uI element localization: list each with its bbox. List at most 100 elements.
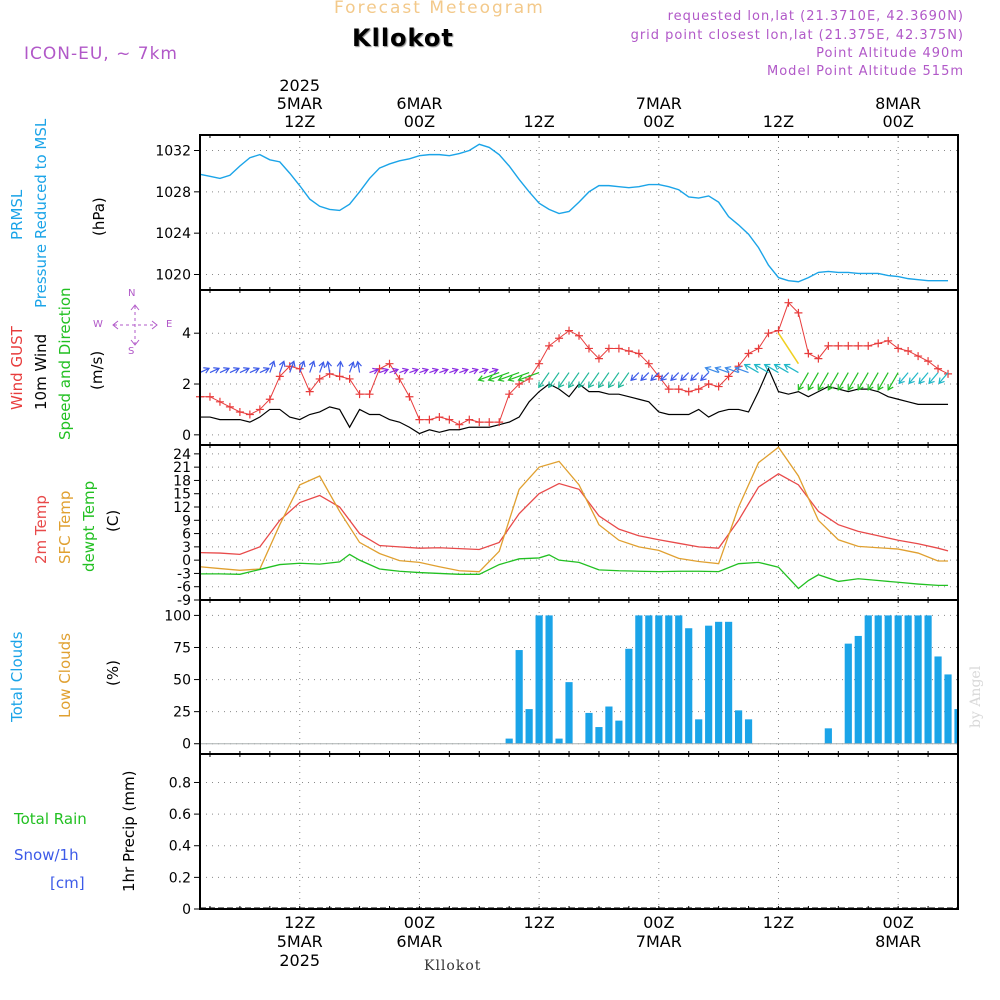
panel-frame bbox=[199, 289, 959, 446]
wind-dir-arrow bbox=[518, 372, 540, 381]
wind-dir-arrow bbox=[630, 372, 640, 381]
wind-dir-arrow bbox=[239, 367, 250, 374]
wind-dir-arrow bbox=[419, 368, 429, 374]
y-tick-label: 21 bbox=[173, 460, 191, 476]
y-tick-label: 0 bbox=[182, 428, 191, 444]
cloud-bar bbox=[894, 615, 902, 744]
cloud-bar bbox=[545, 615, 553, 744]
time-label-bottom: 12Z bbox=[284, 913, 315, 932]
time-label-bottom: 12Z bbox=[523, 913, 554, 932]
cloud-bar bbox=[874, 615, 882, 744]
gust-point bbox=[465, 415, 474, 424]
wind-dir-arrow bbox=[429, 368, 439, 374]
y-tick-label: 15 bbox=[173, 487, 191, 503]
time-label-top: 00Z bbox=[882, 112, 913, 131]
y-tick-label: 4 bbox=[182, 326, 191, 342]
time-label-bottom: 8MAR bbox=[875, 932, 921, 951]
y-tick-label: -6 bbox=[177, 580, 191, 596]
gust-point bbox=[495, 418, 504, 427]
gust-point bbox=[724, 372, 733, 381]
y-tick-label: 2 bbox=[182, 377, 191, 393]
gust-point bbox=[714, 382, 723, 391]
gust-point bbox=[515, 380, 524, 389]
wind-dir-arrow bbox=[817, 372, 829, 391]
wind-dir-arrow bbox=[299, 361, 305, 373]
gust-point bbox=[535, 359, 544, 368]
gust-point bbox=[475, 418, 484, 427]
gust-point bbox=[545, 341, 554, 350]
grid-point-coords: grid point closest lon,lat (21.375E, 42.… bbox=[630, 28, 964, 43]
wind-dir-arrowhead bbox=[817, 384, 824, 391]
dewpt-line bbox=[200, 553, 949, 590]
y-tick-label: 1032 bbox=[155, 144, 191, 160]
wind-dir-arrow bbox=[660, 372, 670, 381]
wind-dir-arrowhead bbox=[348, 361, 356, 369]
cloud-bar bbox=[904, 615, 912, 744]
wind-dir-arrow bbox=[357, 361, 361, 373]
gust-point bbox=[834, 341, 843, 350]
gust-point bbox=[565, 326, 574, 335]
wind-dir-arrowhead bbox=[298, 360, 306, 368]
gust-point bbox=[555, 334, 564, 343]
gust-point bbox=[604, 344, 613, 353]
wind-dir-arrow bbox=[508, 372, 530, 381]
time-label-top: 7MAR bbox=[636, 94, 682, 113]
wind-dir-arrow bbox=[478, 372, 500, 381]
wind-dir-arrowhead bbox=[898, 377, 905, 385]
y-tick-label: 12 bbox=[173, 500, 191, 516]
cloud-bar bbox=[824, 728, 832, 744]
pressure-line bbox=[199, 143, 949, 283]
gust-point bbox=[265, 395, 274, 404]
wind-dir-arrowhead bbox=[847, 384, 854, 391]
wind-dir-arrow bbox=[918, 372, 929, 384]
wind-dir-arrow bbox=[319, 362, 325, 373]
wind-dir-arrowhead bbox=[308, 360, 316, 368]
cloud-bar bbox=[705, 625, 713, 744]
wind-dir-arrowhead bbox=[402, 367, 410, 375]
wind-dir-arrow bbox=[690, 372, 700, 381]
gust-point bbox=[904, 346, 913, 355]
wind-dir-arrow bbox=[479, 368, 488, 374]
wind-dir-arrow bbox=[705, 367, 719, 374]
wind-dir-arrow bbox=[369, 368, 379, 374]
wind-dir-arrow bbox=[538, 372, 550, 388]
wind-dir-arrowhead bbox=[877, 384, 884, 391]
wind-dir-arrow bbox=[670, 372, 680, 381]
y-tick-label: 50 bbox=[173, 673, 191, 689]
wind-dir-arrowhead bbox=[243, 367, 251, 374]
cloud-bar bbox=[854, 635, 862, 744]
wind-dir-arrowhead bbox=[451, 367, 459, 375]
gust-point bbox=[644, 359, 653, 368]
gust-point bbox=[335, 372, 344, 381]
cloud-bar bbox=[555, 738, 563, 744]
wind-dir-arrowhead bbox=[432, 367, 439, 375]
wind-dir-arrow bbox=[459, 368, 468, 374]
cloud-bar bbox=[944, 674, 952, 744]
wind-dir-arrow bbox=[249, 367, 260, 374]
time-label-bottom: 6MAR bbox=[396, 932, 442, 951]
wind-dir-arrow bbox=[259, 367, 270, 374]
cloud-bar bbox=[725, 621, 733, 744]
wind10-line bbox=[200, 367, 949, 435]
panel-frame bbox=[199, 753, 959, 910]
cloud-bar bbox=[615, 720, 623, 744]
wind-dir-arrowhead bbox=[938, 377, 945, 385]
time-label-top: 5MAR bbox=[277, 94, 323, 113]
wind-dir-arrowhead bbox=[507, 375, 515, 382]
wind-dir-arrow bbox=[680, 372, 690, 381]
wind-dir-arrowhead bbox=[491, 367, 499, 375]
wind-dir-arrowhead bbox=[412, 367, 420, 375]
requested-coords: requested lon,lat (21.3710E, 42.3690N) bbox=[667, 9, 964, 24]
gust-point bbox=[914, 352, 923, 361]
gust-point bbox=[824, 341, 833, 350]
gust-point bbox=[854, 341, 863, 350]
wind-dir-arrow bbox=[867, 372, 879, 391]
wind-dir-arrow bbox=[857, 372, 869, 391]
time-label-bottom: 00Z bbox=[643, 913, 674, 932]
gust-point bbox=[235, 407, 244, 416]
wind-dir-arrowhead bbox=[203, 367, 211, 374]
cloud-bar bbox=[695, 719, 703, 744]
gust-point bbox=[794, 308, 803, 317]
gust-point bbox=[744, 349, 753, 358]
wind-dir-arrowhead bbox=[372, 367, 380, 375]
